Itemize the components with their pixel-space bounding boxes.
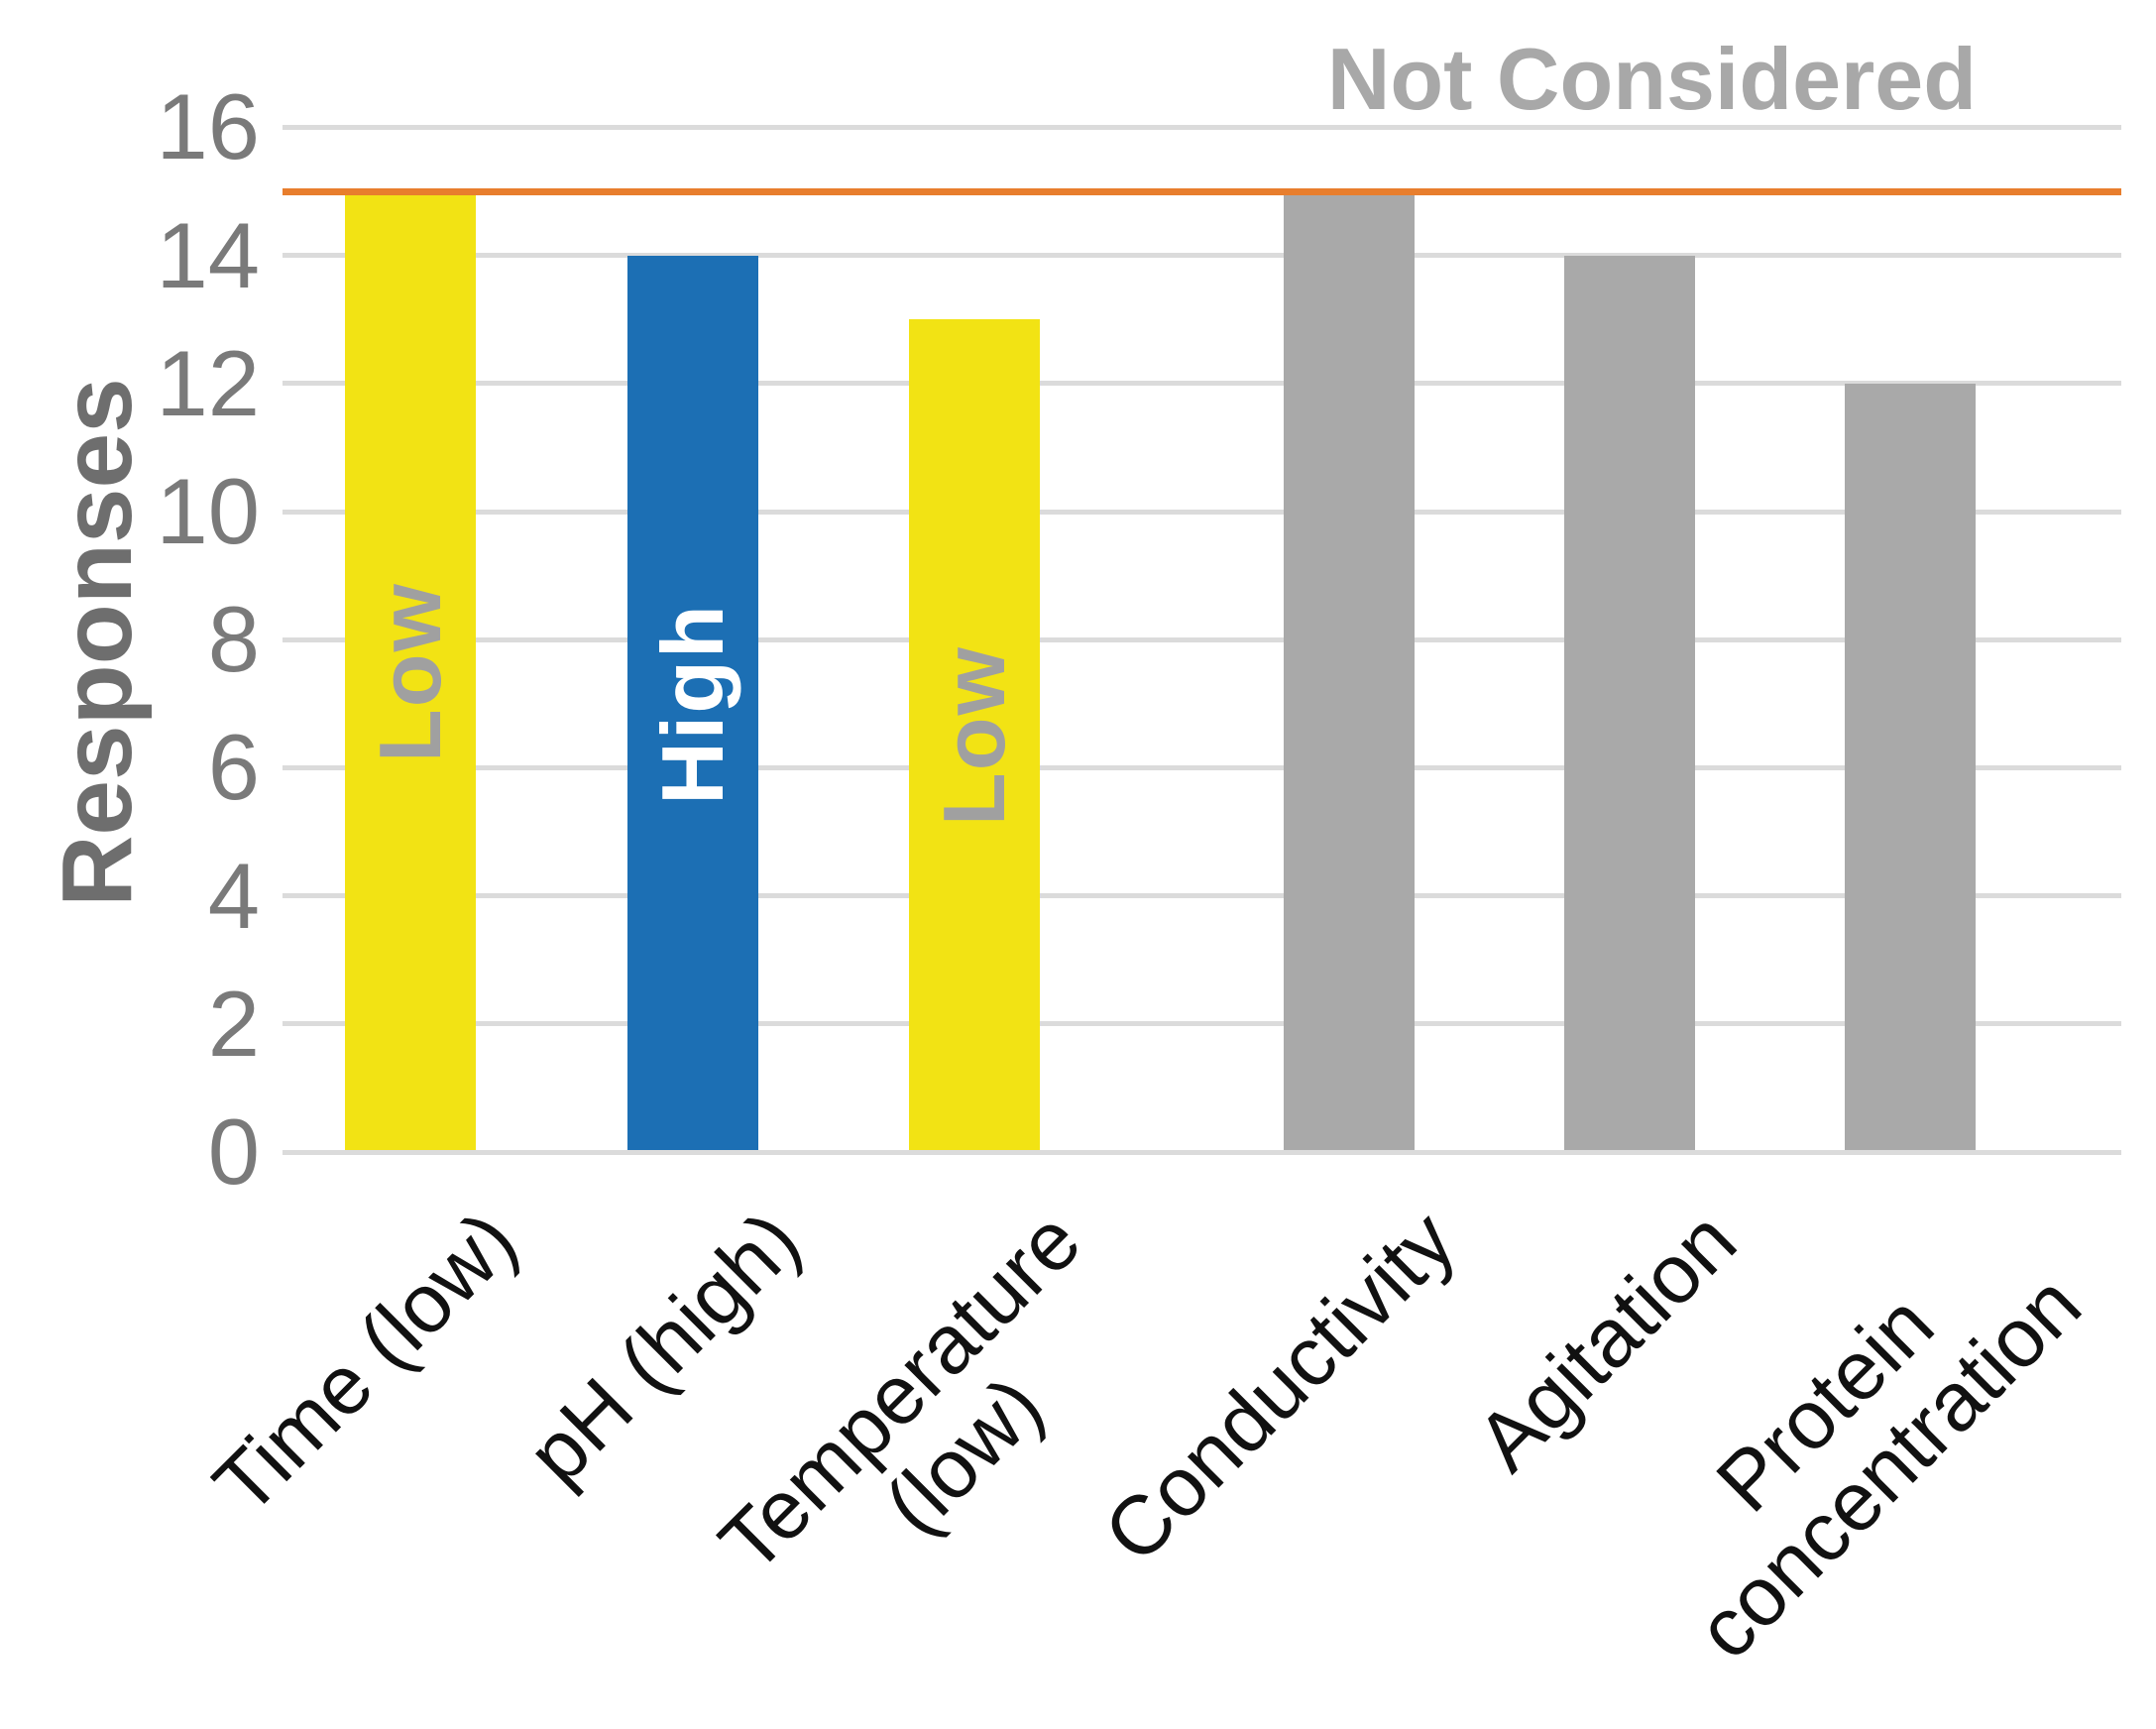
y-gridline [283, 636, 2121, 642]
y-axis-tick-label: 8 [207, 587, 260, 692]
y-gridline [283, 253, 2121, 259]
y-gridline [283, 893, 2121, 899]
bar-time-low- [345, 191, 476, 1150]
bar-ph-high- [627, 255, 758, 1150]
y-gridline [283, 124, 2121, 130]
y-axis-tick-label: 12 [156, 330, 260, 435]
y-gridline [283, 1021, 2121, 1027]
y-gridline [283, 764, 2121, 770]
x-axis-label-1: Time (low) [195, 1193, 535, 1533]
y-axis-tick-label: 6 [207, 715, 260, 820]
bar-conductivity [1284, 191, 1415, 1150]
y-axis-tick-label: 14 [156, 202, 260, 307]
bar-level-label: High [643, 603, 741, 805]
y-gridline [283, 1149, 2121, 1155]
x-axis-label-4: Conductivity [1086, 1193, 1474, 1580]
y-axis-tick-label: 2 [207, 971, 260, 1076]
y-axis-tick-label: 4 [207, 843, 260, 948]
reference-line [283, 187, 2121, 195]
y-gridline [283, 381, 2121, 387]
y-axis-tick-label: 16 [156, 74, 260, 179]
bar-protein-concentration [1845, 383, 1976, 1150]
y-gridline [283, 509, 2121, 515]
not-considered-annotation: Not Considered [1326, 30, 1977, 128]
bar-temperature-low- [909, 319, 1040, 1150]
bar-level-label: Low [361, 581, 459, 762]
y-axis-tick-label: 10 [156, 459, 260, 563]
x-axis-label-5: Agitation [1458, 1193, 1755, 1489]
y-axis-tick-label: 0 [207, 1099, 260, 1204]
bar-agitation [1564, 255, 1695, 1150]
bar-level-label: Low [925, 645, 1023, 827]
